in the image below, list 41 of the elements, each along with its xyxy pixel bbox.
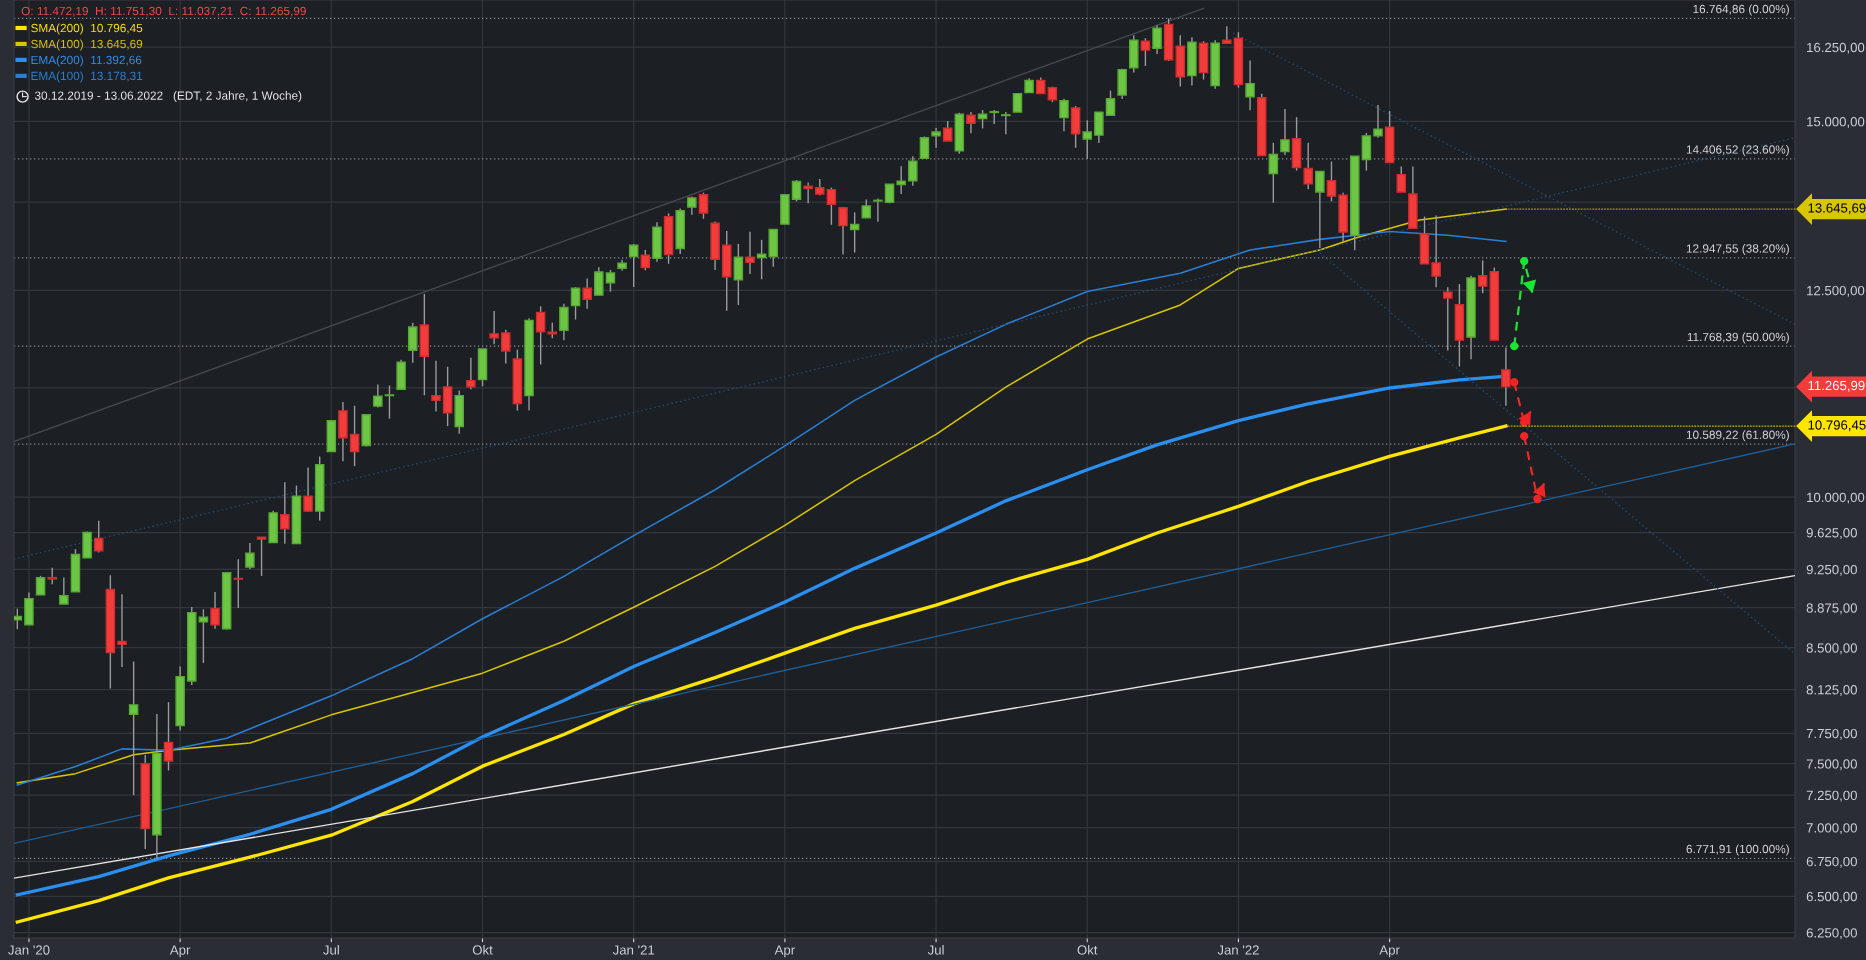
- y-tick-label: 6.250,00: [1806, 928, 1857, 940]
- y-tick-label: 8.500,00: [1806, 643, 1857, 655]
- y-tick-label: 12.500,00: [1807, 285, 1865, 297]
- x-tick-label: Okt: [472, 944, 493, 955]
- ref-line-label: 16.764,86 (0.00%): [1693, 4, 1789, 16]
- x-tick-label: Okt: [1077, 944, 1098, 955]
- y-tick-label: 7.250,00: [1806, 790, 1857, 802]
- x-tick-label: Jan '20: [8, 945, 50, 955]
- ref-line-label: 14.406,52 (23.60%): [1686, 145, 1789, 157]
- text: 11.265,99: [1808, 380, 1865, 392]
- ref-line-label: 10.589,22 (61.80%): [1686, 430, 1789, 442]
- legend-label: SMA(200) 10.796,45: [31, 23, 143, 35]
- y-tick-label: 8.125,00: [1806, 685, 1857, 696]
- x-tick-label: Apr: [774, 945, 795, 958]
- legend-label: EMA(200) 11.392,66: [31, 55, 142, 67]
- annotation: 13.645,69: [1808, 203, 1866, 215]
- annotation: 30.12.2019 - 13.06.2022 (EDT, 2 Jahre, 1 Woche): [34, 91, 302, 103]
- y-tick-label: 7.000,00: [1806, 823, 1857, 835]
- x-tick-label: Apr: [169, 945, 191, 958]
- y-tick-label: 9.250,00: [1806, 564, 1857, 576]
- y-tick-label: 16.250,00: [1807, 42, 1865, 54]
- legend-label: SMA(100) 13.645,69: [31, 39, 143, 51]
- y-tick-label: 9.625,00: [1806, 528, 1857, 540]
- y-tick-label: 7.750,00: [1806, 728, 1857, 740]
- annotation: O: 11.472,19 H: 11.751,30 L: 11.037,21 C: 11.265,99: [21, 6, 306, 17]
- y-tick-label: 15.000,00: [1807, 116, 1865, 128]
- x-tick-label: Jul: [323, 944, 339, 955]
- y-tick-label: 10.000,00: [1807, 492, 1865, 504]
- ref-line-label: 6.771,91 (100.00%): [1686, 844, 1789, 856]
- y-tick-label: 8.875,00: [1806, 603, 1857, 615]
- y-tick-label: 6.500,00: [1806, 891, 1857, 903]
- annotation: 10.796,45: [1808, 420, 1866, 432]
- y-tick-label: 6.750,00: [1806, 856, 1857, 868]
- x-tick-label: Jul: [927, 944, 944, 955]
- legend-label: EMA(100) 13.178,31: [31, 71, 143, 83]
- x-tick-label: Jan '22: [1217, 945, 1259, 955]
- y-tick-label: 7.500,00: [1806, 759, 1857, 771]
- ref-line-label: 12.947,55 (38.20%): [1686, 243, 1789, 255]
- x-tick-label: Jan '21: [612, 945, 655, 955]
- ref-line-label: 11.768,39 (50.00%): [1687, 332, 1789, 344]
- x-tick-label: Apr: [1379, 945, 1400, 958]
